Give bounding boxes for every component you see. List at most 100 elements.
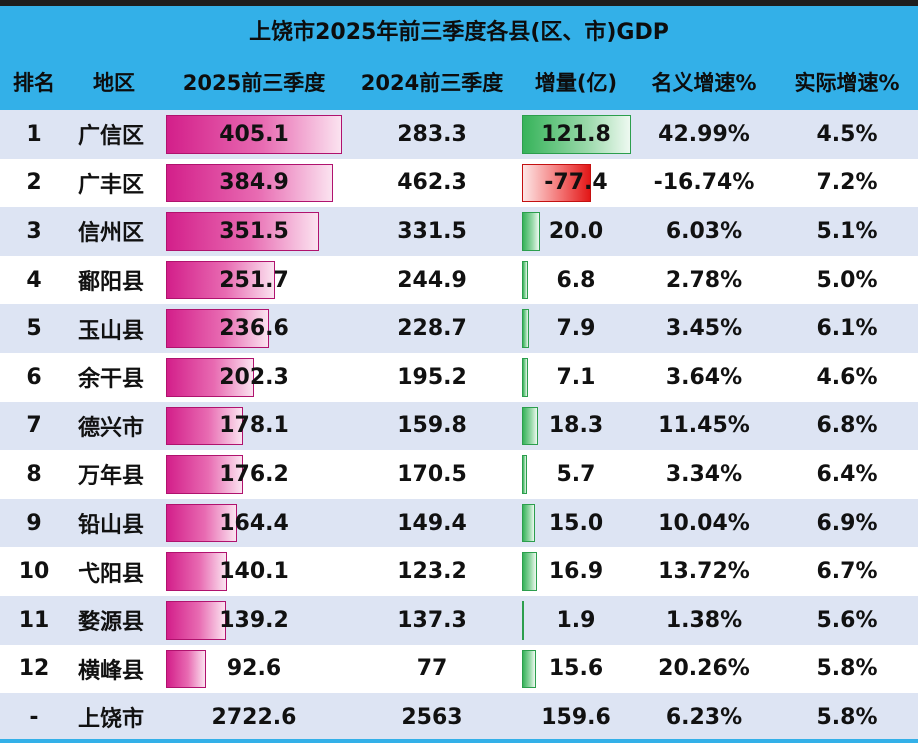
- gdp-2025-bar: [166, 503, 238, 543]
- region-cell: 上饶市: [78, 707, 145, 733]
- delta-cell: -77.4: [544, 170, 608, 196]
- table-row: 2 广丰区 384.9 462.3 -77.4 -16.74% 7.2%: [0, 158, 918, 208]
- gdp-2025-cell: 140.1: [219, 559, 289, 585]
- gdp-2025-bar: [166, 260, 276, 300]
- bottom-border: [0, 739, 918, 743]
- gdp-2025-bar: [166, 406, 244, 446]
- real-growth-cell: 7.2%: [816, 170, 878, 196]
- gdp-2024-cell: 137.3: [397, 607, 467, 633]
- gdp-2025-bar: [166, 163, 334, 203]
- gdp-2025-cell: 405.1: [219, 121, 289, 147]
- delta-cell: 159.6: [541, 704, 611, 730]
- header-delta: 增量(亿): [534, 71, 618, 95]
- delta-positive-bar: [522, 601, 524, 640]
- real-growth-cell: 5.6%: [816, 607, 878, 633]
- real-growth-cell: 5.8%: [816, 704, 878, 730]
- chart-title: 上饶市2025年前三季度各县(区、市)GDP: [0, 6, 918, 54]
- header-gdp-2024: 2024前三季度: [360, 71, 504, 95]
- delta-cell: 1.9: [556, 607, 596, 633]
- nominal-growth-cell: -16.74%: [653, 170, 755, 196]
- nominal-growth-cell: 42.99%: [658, 121, 750, 147]
- delta-positive-bar: [522, 503, 536, 543]
- gdp-2025-bar: [166, 115, 342, 154]
- gdp-2025-bar: [166, 552, 227, 591]
- real-growth-cell: 6.4%: [816, 461, 878, 487]
- rank-cell: 11: [18, 607, 50, 633]
- delta-positive-bar: [522, 260, 529, 300]
- header-region: 地区: [93, 71, 135, 95]
- delta-positive-bar: [522, 212, 540, 251]
- header-real-growth: 实际增速%: [794, 71, 900, 95]
- table-row: 3 信州区 351.5 331.5 20.0 6.03% 5.1%: [0, 207, 918, 256]
- rank-cell: 7: [26, 413, 42, 439]
- region-cell: 鄱阳县: [78, 270, 145, 296]
- header-nominal-growth: 名义增速%: [651, 71, 757, 95]
- gdp-2025-cell: 92.6: [226, 656, 282, 682]
- delta-negative-bar: [522, 163, 592, 203]
- gdp-2025-cell: 351.5: [219, 218, 289, 244]
- region-cell: 横峰县: [78, 658, 145, 684]
- region-cell: 婺源县: [78, 610, 145, 636]
- rank-cell: 2: [26, 170, 42, 196]
- region-cell: 信州区: [78, 221, 145, 247]
- gdp-2025-cell: 2722.6: [211, 704, 297, 730]
- delta-positive-bar: [522, 406, 539, 446]
- delta-positive-bar: [522, 309, 530, 348]
- nominal-growth-cell: 10.04%: [658, 510, 750, 536]
- region-cell: 万年县: [78, 464, 145, 490]
- table-row: 12 横峰县 92.6 77 15.6 20.26% 5.8%: [0, 644, 918, 694]
- delta-cell: 15.6: [548, 656, 604, 682]
- real-growth-cell: 5.0%: [816, 267, 878, 293]
- rank-cell: 3: [26, 218, 42, 244]
- real-growth-cell: 6.9%: [816, 510, 878, 536]
- real-growth-cell: 6.8%: [816, 413, 878, 439]
- delta-cell: 18.3: [548, 413, 604, 439]
- delta-positive-bar: [522, 358, 529, 397]
- nominal-growth-cell: 1.38%: [665, 607, 743, 633]
- nominal-growth-cell: 3.34%: [665, 461, 743, 487]
- gdp-2024-cell: 283.3: [397, 121, 467, 147]
- header-rank: 排名: [13, 71, 55, 95]
- gdp-2025-bar: [166, 601, 227, 640]
- rank-cell: 1: [26, 121, 42, 147]
- header-gdp-2025: 2025前三季度: [182, 71, 326, 95]
- gdp-2024-cell: 159.8: [397, 413, 467, 439]
- gdp-2025-bar: [166, 212, 319, 251]
- nominal-growth-cell: 20.26%: [658, 656, 750, 682]
- nominal-growth-cell: 3.45%: [665, 316, 743, 342]
- delta-cell: 20.0: [548, 218, 604, 244]
- region-cell: 余干县: [78, 367, 145, 393]
- region-cell: 广信区: [78, 124, 145, 150]
- table-row: 7 德兴市 178.1 159.8 18.3 11.45% 6.8%: [0, 401, 918, 451]
- delta-positive-bar: [522, 649, 536, 689]
- rank-cell: 10: [18, 559, 50, 585]
- delta-cell: 6.8: [556, 267, 596, 293]
- nominal-growth-cell: 13.72%: [658, 559, 750, 585]
- gdp-2024-cell: 123.2: [397, 559, 467, 585]
- gdp-2024-cell: 77: [416, 656, 448, 682]
- gdp-2025-cell: 236.6: [219, 316, 289, 342]
- delta-positive-bar: [522, 552, 538, 591]
- table-row: 10 弋阳县 140.1 123.2 16.9 13.72% 6.7%: [0, 547, 918, 596]
- table-row: 6 余干县 202.3 195.2 7.1 3.64% 4.6%: [0, 353, 918, 402]
- gdp-2024-cell: 331.5: [397, 218, 467, 244]
- gdp-2025-cell: 176.2: [219, 461, 289, 487]
- real-growth-cell: 5.1%: [816, 218, 878, 244]
- nominal-growth-cell: 11.45%: [658, 413, 750, 439]
- gdp-2024-cell: 228.7: [397, 316, 467, 342]
- nominal-growth-cell: 6.23%: [665, 704, 743, 730]
- real-growth-cell: 6.7%: [816, 559, 878, 585]
- gdp-2025-cell: 139.2: [219, 607, 289, 633]
- rank-cell: -: [29, 704, 39, 730]
- region-cell: 德兴市: [78, 415, 145, 441]
- gdp-2025-bar: [166, 649, 207, 689]
- gdp-2024-cell: 170.5: [397, 461, 467, 487]
- delta-positive-bar: [522, 115, 631, 154]
- gdp-2025-bar: [166, 455, 243, 494]
- chart-frame: 上饶市2025年前三季度各县(区、市)GDP 排名 地区 2025前三季度 20…: [0, 6, 918, 743]
- region-cell: 玉山县: [78, 318, 145, 344]
- table-row: 1 广信区 405.1 283.3 121.8 42.99% 4.5%: [0, 110, 918, 159]
- rank-cell: 9: [26, 510, 42, 536]
- table-row: 4 鄱阳县 251.7 244.9 6.8 2.78% 5.0%: [0, 255, 918, 305]
- region-cell: 广丰区: [78, 172, 145, 198]
